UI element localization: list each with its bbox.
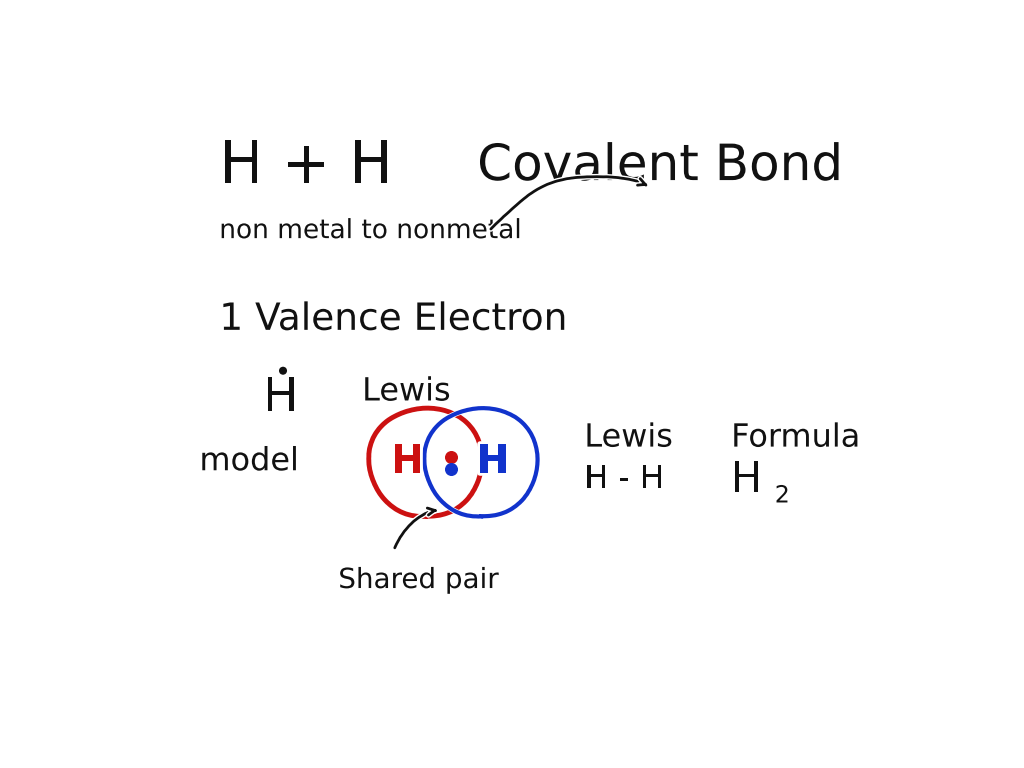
Ellipse shape: [369, 407, 482, 516]
Text: non metal to nonmetal: non metal to nonmetal: [219, 218, 522, 244]
Text: 1 Valence Electron: 1 Valence Electron: [219, 302, 567, 338]
Text: Shared pair: Shared pair: [338, 566, 499, 594]
Text: Lewis: Lewis: [585, 422, 673, 454]
Text: H: H: [731, 458, 763, 501]
Text: 2: 2: [775, 484, 790, 508]
Text: Covalent Bond: Covalent Bond: [477, 142, 843, 190]
Text: H + H: H + H: [219, 137, 393, 194]
Text: H: H: [263, 376, 298, 421]
Text: H - H: H - H: [585, 464, 665, 495]
Text: H: H: [391, 443, 424, 481]
Text: Lewis: Lewis: [362, 376, 451, 408]
Text: H: H: [477, 443, 509, 481]
Text: model: model: [200, 446, 299, 477]
Text: Formula: Formula: [731, 422, 860, 454]
Point: [443, 451, 460, 463]
Text: •: •: [274, 359, 291, 387]
Point: [443, 462, 460, 475]
